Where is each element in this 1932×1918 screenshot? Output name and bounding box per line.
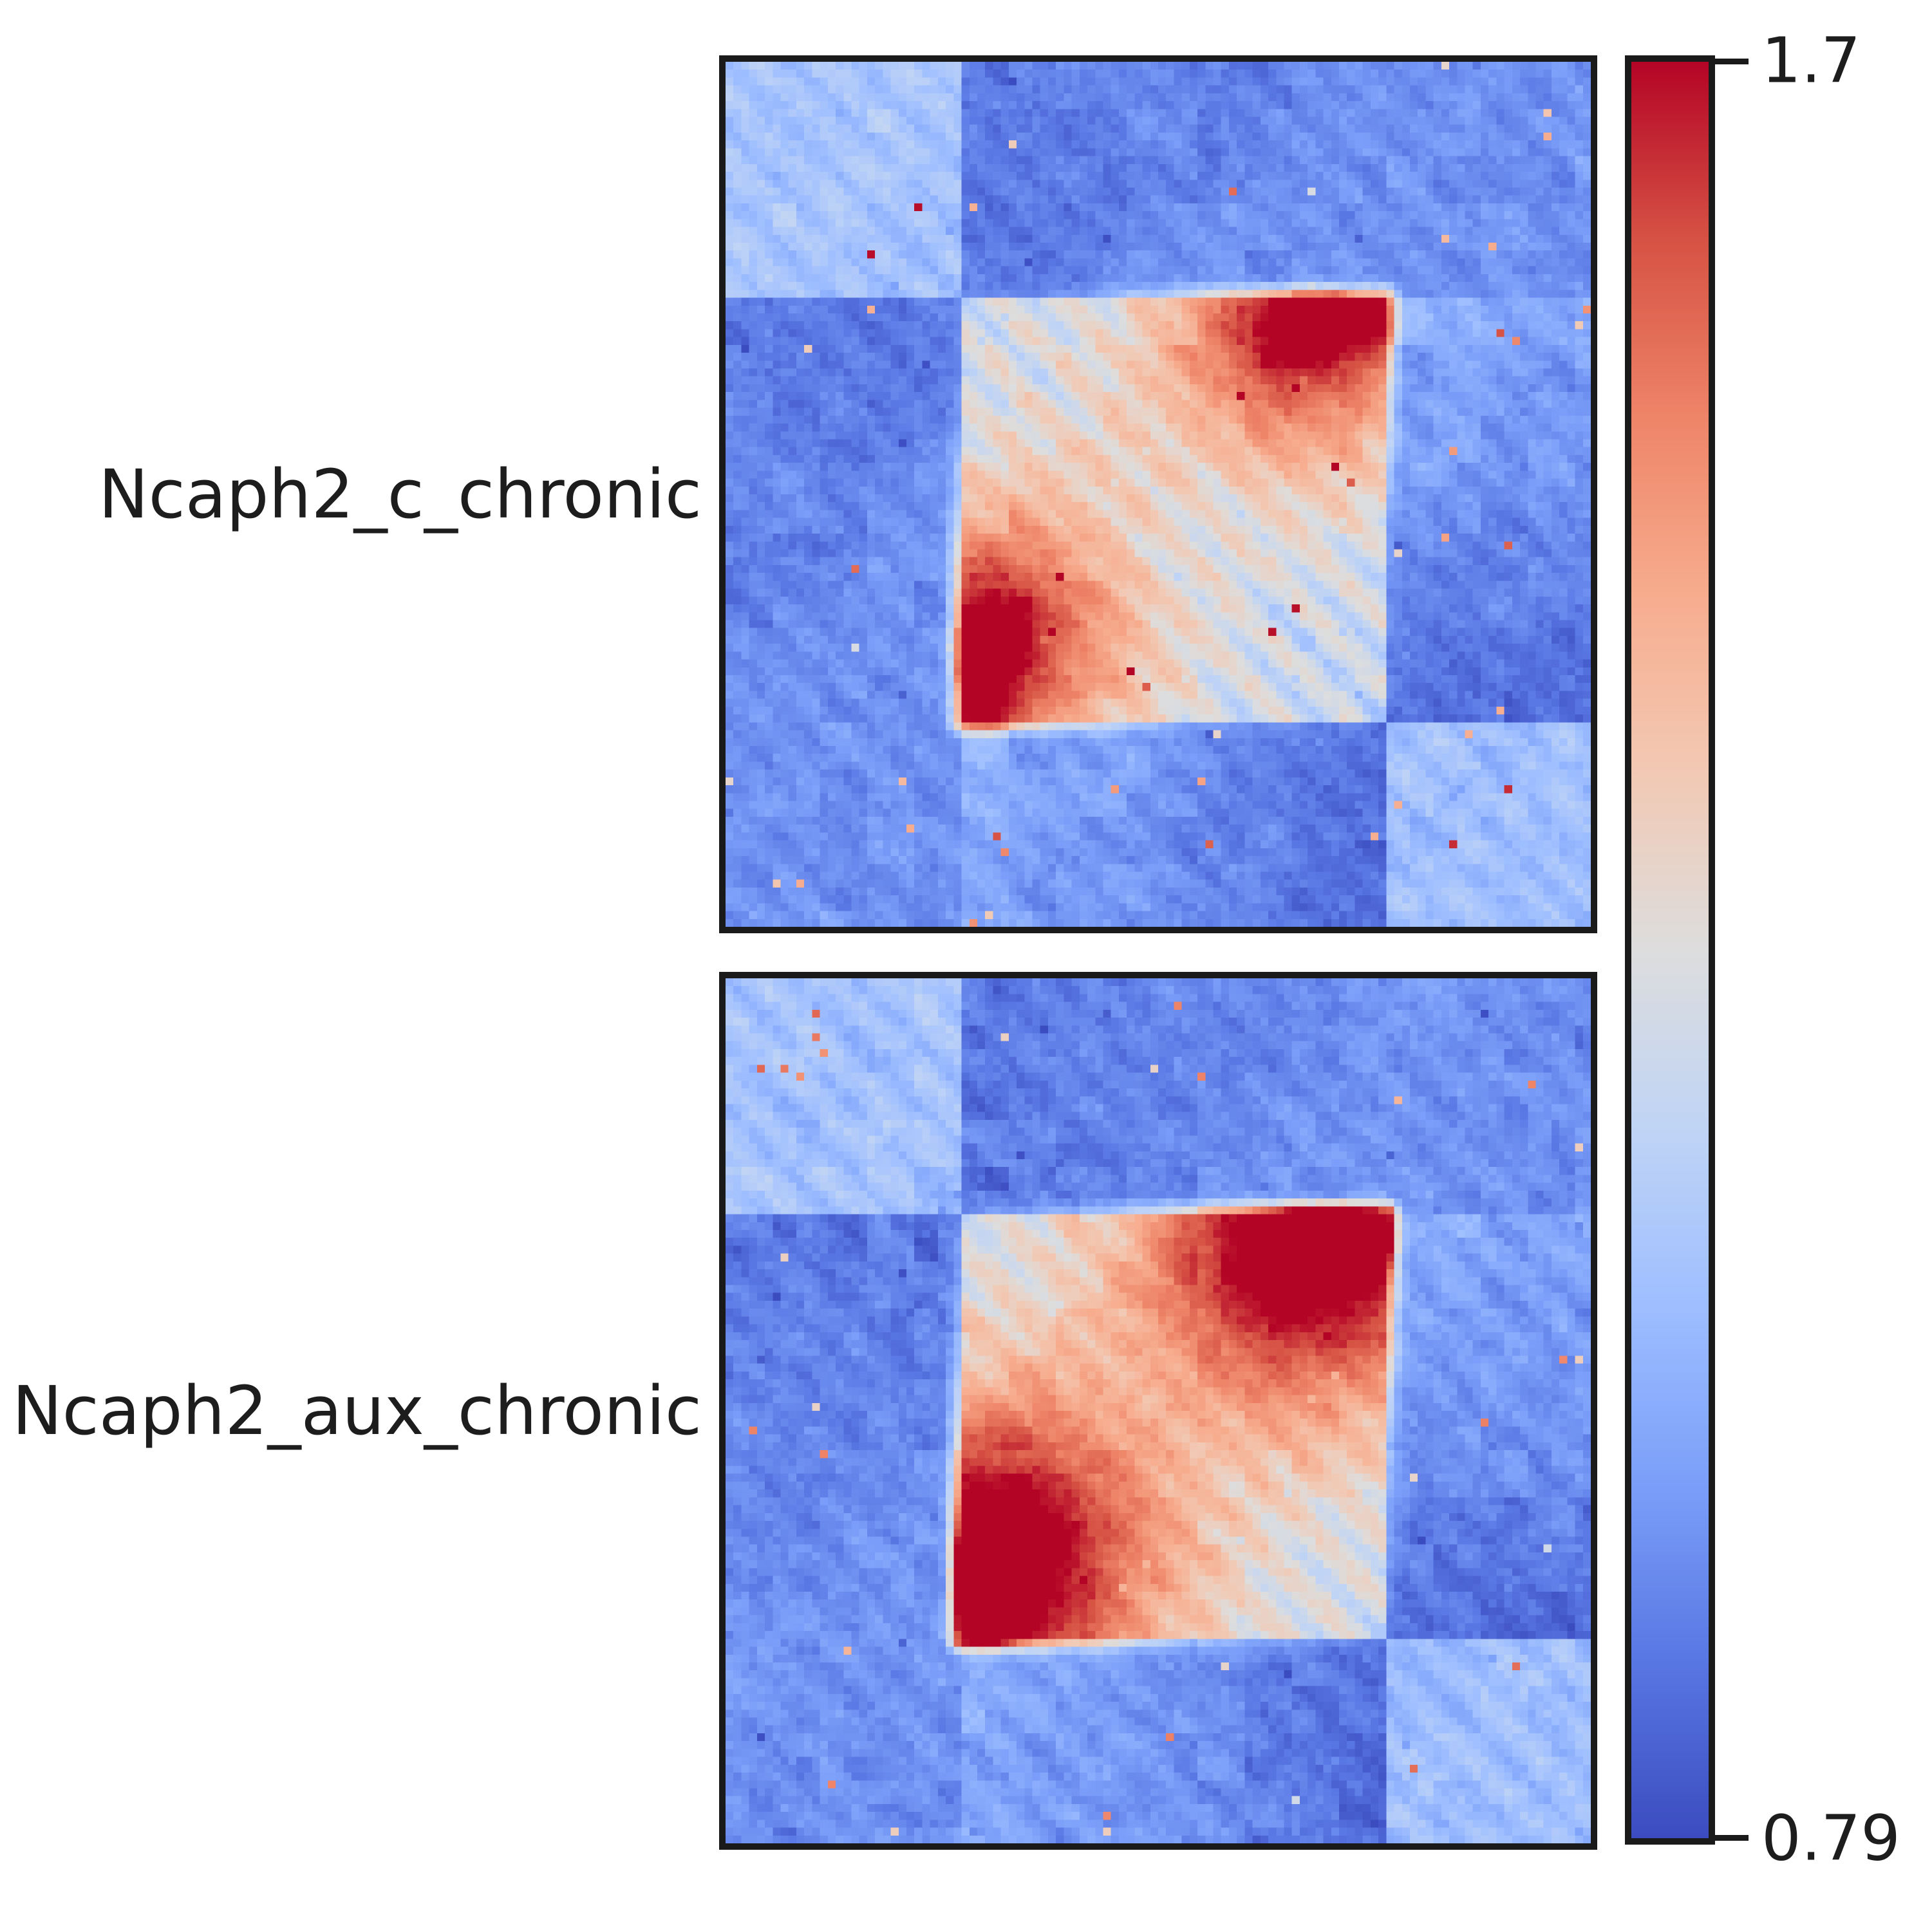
row-label-ncaph2-aux-chronic: Ncaph2_aux_chronic [12, 1372, 702, 1450]
colorbar [1625, 55, 1715, 1845]
colorbar-tick-bottom [1715, 1835, 1749, 1841]
heatmap-panel-ncaph2-c-chronic [719, 55, 1597, 933]
row-label-ncaph2-c-chronic: Ncaph2_c_chronic [98, 455, 702, 534]
colorbar-gradient [1631, 62, 1709, 1838]
heatmap-canvas-ncaph2-aux-chronic [726, 978, 1591, 1843]
colorbar-tick-top [1715, 59, 1749, 64]
heatmap-panel-ncaph2-aux-chronic [719, 972, 1597, 1850]
colorbar-min-label: 0.79 [1761, 1802, 1900, 1875]
heatmap-canvas-ncaph2-c-chronic [726, 62, 1591, 927]
colorbar-max-label: 1.7 [1761, 24, 1861, 97]
